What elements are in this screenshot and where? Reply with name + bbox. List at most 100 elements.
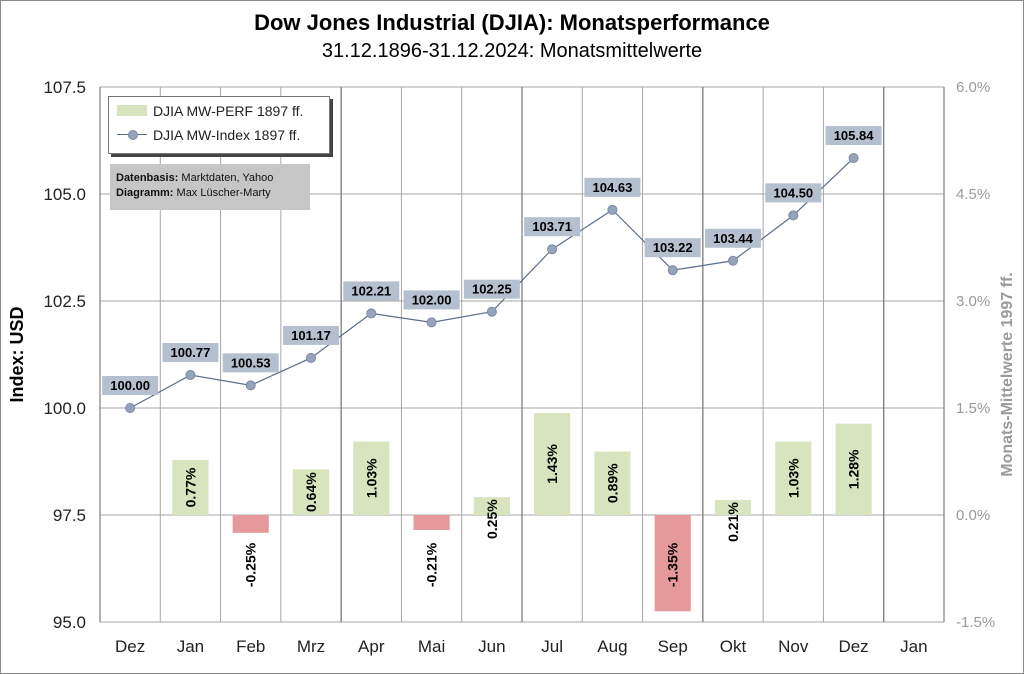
index-label-bg xyxy=(825,126,882,146)
index-label-bg xyxy=(524,217,581,237)
bar-data-label: 1.03% xyxy=(363,458,379,498)
index-point xyxy=(547,244,558,255)
legend-line-label: DJIA MW-Index 1897 ff. xyxy=(153,127,301,143)
x-tick-label: Jan xyxy=(900,637,927,656)
y-tick-label: 100.0 xyxy=(43,399,86,418)
legend: DJIA MW-PERF 1897 ff. DJIA MW-Index 1897… xyxy=(108,96,330,154)
index-label-bg xyxy=(283,325,339,345)
y2-tick-label: 4.5% xyxy=(956,186,990,203)
bar-data-label: 0.25% xyxy=(484,499,500,539)
legend-bar-swatch xyxy=(117,105,147,116)
bar-data-label: -0.25% xyxy=(243,542,259,587)
x-tick-label: Aug xyxy=(597,637,627,656)
y2-tick-label: 6.0% xyxy=(956,79,990,96)
perf-bar xyxy=(413,515,450,530)
source-data-row: Datenbasis: Marktdaten, Yahoo xyxy=(116,172,273,184)
index-point xyxy=(366,308,377,319)
index-point xyxy=(426,317,437,328)
index-data-label: 103.22 xyxy=(653,240,693,255)
index-point xyxy=(728,255,738,266)
x-tick-label: Nov xyxy=(778,637,809,656)
index-data-label: 105.84 xyxy=(834,128,875,143)
bar-data-label: -1.35% xyxy=(665,542,681,587)
source-box: Datenbasis: Marktdaten, Yahoo Diagramm: … xyxy=(110,164,310,210)
source-chart-label: Diagramm: xyxy=(116,187,174,199)
index-label-bg xyxy=(102,376,159,395)
bar-data-label: 1.03% xyxy=(785,458,801,498)
y2-tick-label: 3.0% xyxy=(956,293,990,310)
index-data-label: 103.44 xyxy=(713,231,754,246)
index-point xyxy=(607,204,618,215)
index-label-bg xyxy=(463,279,520,299)
perf-bar xyxy=(292,469,330,515)
index-data-label: 104.63 xyxy=(593,180,633,195)
x-tick-label: Dez xyxy=(838,637,868,656)
chart-subtitle: 31.12.1896-31.12.2024: Monatsmittelwerte xyxy=(321,40,703,62)
index-label-bg xyxy=(765,183,822,203)
x-tick-label: Okt xyxy=(720,637,747,656)
x-tick-label: Feb xyxy=(236,637,265,656)
index-data-label: 100.53 xyxy=(231,355,271,370)
y2-tick-label: -1.5% xyxy=(956,614,995,631)
x-tick-label: Jul xyxy=(541,637,563,656)
y-tick-label: 95.0 xyxy=(53,613,86,632)
index-label-bg xyxy=(162,343,219,363)
index-label-bg xyxy=(403,290,460,310)
index-data-label: 100.00 xyxy=(110,378,150,393)
perf-bar xyxy=(172,460,209,515)
index-data-label: 102.25 xyxy=(472,282,512,297)
index-data-label: 103.71 xyxy=(532,219,572,234)
y2-tick-label: 0.0% xyxy=(956,507,990,524)
bar-data-label: 0.21% xyxy=(725,502,741,542)
perf-bar xyxy=(714,500,752,515)
chart-title: Dow Jones Industrial (DJIA): Monatsperfo… xyxy=(254,10,770,35)
x-tick-label: Jun xyxy=(478,637,505,656)
index-label-bg xyxy=(222,353,279,373)
x-tick-label: Dez xyxy=(115,637,145,656)
perf-bar xyxy=(835,423,872,515)
index-point xyxy=(125,403,136,413)
bar-data-label: 0.64% xyxy=(303,472,319,512)
index-label-bg xyxy=(584,177,641,197)
bar-data-label: 0.89% xyxy=(604,463,620,503)
perf-bar xyxy=(775,441,812,515)
legend-bar-label: DJIA MW-PERF 1897 ff. xyxy=(153,103,304,119)
index-data-label: 100.77 xyxy=(171,345,211,360)
perf-bar xyxy=(654,515,691,612)
perf-bar xyxy=(594,451,631,515)
y2-axis-title: Monats-Mittelwerte 1997 ff. xyxy=(999,272,1016,476)
index-point xyxy=(486,306,497,317)
y-tick-label: 97.5 xyxy=(53,506,86,525)
index-data-label: 101.17 xyxy=(291,328,331,343)
index-label-bg xyxy=(705,228,761,248)
bar-data-label: -0.21% xyxy=(424,542,440,587)
index-label-bg xyxy=(343,281,400,301)
perf-bar xyxy=(353,441,390,515)
y-tick-label: 105.0 xyxy=(43,185,86,204)
index-point xyxy=(245,380,256,391)
index-point xyxy=(788,210,799,221)
perf-bar xyxy=(534,412,571,515)
index-data-label: 102.00 xyxy=(412,292,452,307)
x-tick-label: Apr xyxy=(358,637,385,656)
index-label-bg xyxy=(644,238,701,258)
source-chart-row: Diagramm: Max Lüscher-Marty xyxy=(116,187,271,199)
index-data-label: 102.21 xyxy=(351,283,391,298)
y-tick-label: 107.5 xyxy=(43,78,86,97)
bar-data-label: 1.43% xyxy=(544,444,560,484)
bar-data-label: 0.77% xyxy=(182,467,198,507)
y2-tick-label: 1.5% xyxy=(956,400,990,417)
x-tick-label: Jan xyxy=(177,637,204,656)
x-tick-label: Mrz xyxy=(297,637,325,656)
index-data-label: 104.50 xyxy=(773,185,813,200)
source-chart-value: Max Lüscher-Marty xyxy=(176,187,271,199)
perf-bar xyxy=(473,497,510,515)
y-tick-label: 102.5 xyxy=(43,292,86,311)
bar-data-label: 1.28% xyxy=(846,449,862,489)
index-point xyxy=(185,370,196,381)
legend-marker-icon xyxy=(128,130,138,140)
source-data-label: Datenbasis: xyxy=(116,172,179,184)
source-data-value: Marktdaten, Yahoo xyxy=(181,172,274,184)
x-tick-label: Sep xyxy=(658,637,688,656)
